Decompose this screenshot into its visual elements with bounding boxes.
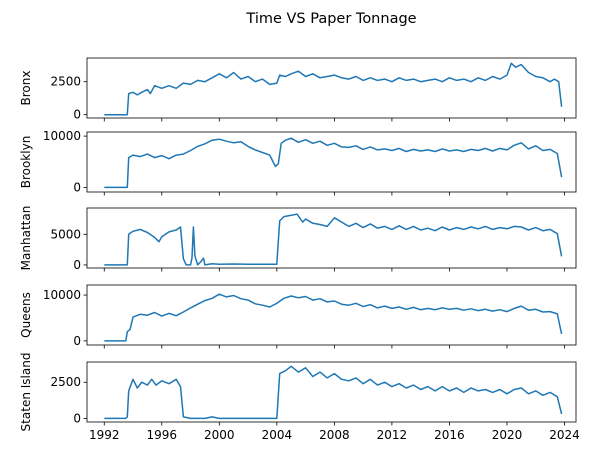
y-tick-label: 0 xyxy=(73,180,81,194)
y-tick-label: 2500 xyxy=(50,375,81,389)
panel-frame xyxy=(86,57,577,119)
x-tick-label: 2020 xyxy=(492,428,523,442)
y-tick-label: 0 xyxy=(73,334,81,348)
y-tick-label: 0 xyxy=(73,108,81,122)
series-line-queens xyxy=(104,293,563,342)
panel-frame xyxy=(86,207,577,269)
series-line-manhattan xyxy=(104,213,563,266)
panel-frame xyxy=(86,284,577,346)
x-tick-label: 1992 xyxy=(89,428,120,442)
x-tick-label: 2004 xyxy=(262,428,293,442)
x-tick-label: 2000 xyxy=(204,428,235,442)
y-tick-label: 0 xyxy=(73,258,81,272)
y-tick-label: 5000 xyxy=(50,227,81,241)
y-axis-label: Queens xyxy=(19,292,33,338)
y-tick-label: 10000 xyxy=(43,129,81,143)
y-tick-label: 10000 xyxy=(43,288,81,302)
x-tick-label: 2016 xyxy=(434,428,465,442)
series-line-staten-island xyxy=(104,365,563,420)
y-axis-label: Bronx xyxy=(19,71,33,106)
series-line-bronx xyxy=(104,62,563,116)
y-axis-label: Manhattan xyxy=(19,206,33,271)
x-tick-label: 2024 xyxy=(549,428,580,442)
y-tick-label: 2500 xyxy=(50,75,81,89)
x-tick-label: 1996 xyxy=(147,428,178,442)
panel-frame xyxy=(86,361,577,423)
y-axis-label: Staten Island xyxy=(19,353,33,432)
panel-frame xyxy=(86,131,577,193)
series-line-brooklyn xyxy=(104,137,563,189)
x-tick-label: 2012 xyxy=(377,428,408,442)
y-tick-label: 0 xyxy=(73,411,81,425)
chart-title: Time VS Paper Tonnage xyxy=(245,11,416,27)
x-tick-label: 2008 xyxy=(319,428,350,442)
y-axis-label: Brooklyn xyxy=(19,136,33,189)
